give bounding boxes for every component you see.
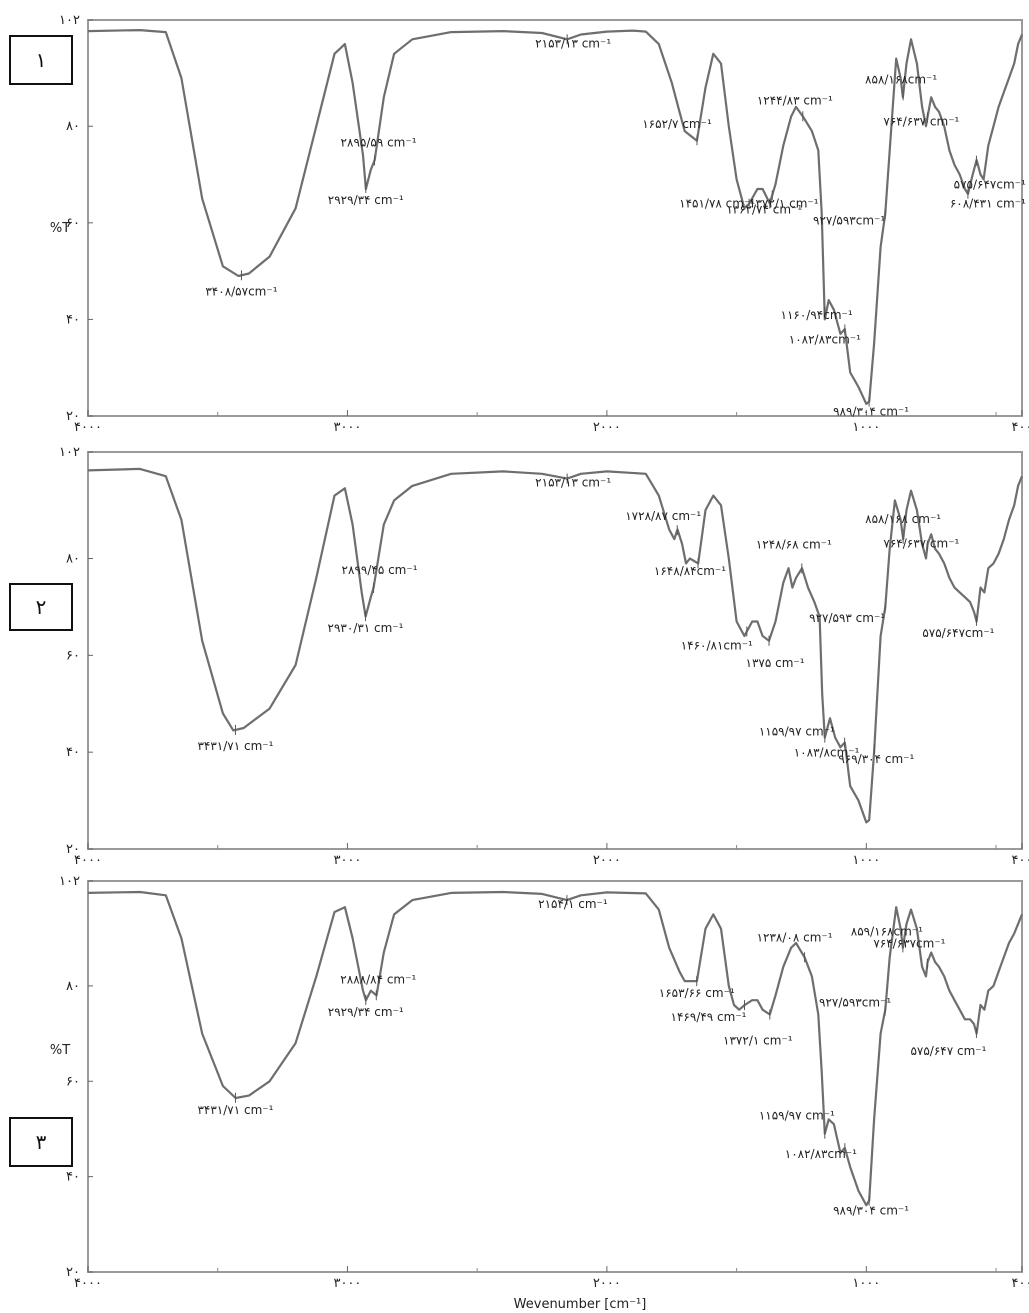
y-tick-label: ۱۰۲: [59, 874, 80, 889]
peak-label: ۹۲۷/۵۹۳ cm⁻¹: [809, 611, 885, 625]
peak-label: ۲۹۲۹/۳۴ cm⁻¹: [328, 193, 404, 207]
panel-number-box: [9, 35, 73, 85]
peak-label: ۲۸۹۵/۵۹ cm⁻¹: [341, 135, 417, 149]
y-tick-label: ۴۰: [66, 312, 80, 327]
peak-label: ۲۱۵۴/۱ cm⁻¹: [538, 897, 608, 911]
panel-number-label: ۳: [36, 1130, 47, 1154]
peak-label: ۱۰۸۳/۸cm⁻¹: [794, 746, 860, 760]
panel-number-box: [9, 583, 73, 631]
x-tick-label: ۱۰۰۰: [852, 1276, 880, 1291]
peak-label: ۹۲۷/۵۹۳cm⁻¹: [819, 996, 891, 1010]
y-tick-label: ۲۰: [66, 842, 80, 857]
plot-frame: [87, 880, 1023, 1273]
x-tick-label: ۳۰۰۰: [333, 1276, 361, 1291]
peak-label: ۱۳۶۲/۷۴ cm⁻¹: [726, 202, 802, 216]
peak-label: ۱۱۵۹/۹۷ cm⁻¹: [759, 725, 835, 739]
peak-label: ۸۵۹/۱۶۸cm⁻¹: [851, 924, 923, 938]
x-tick-label: ۳۰۰۰: [333, 420, 361, 435]
peak-label: ۳۴۳۱/۷۱ cm⁻¹: [197, 1103, 273, 1117]
y-tick-label: ۶۰: [66, 216, 80, 231]
peak-label: ۹۲۷/۵۹۳cm⁻¹: [813, 213, 885, 227]
y-tick-label: ۱۰۲: [59, 445, 80, 460]
panel-1: ۴۰۰۰ ۳۰۰۰ ۲۰۰۰ ۱۰۰۰ ۴۰۰ ۱۰۲ ۸۰ ۶۰ ۴۰ ۲۰ %T ۳۴۰۸/۵۷c…: [9, 13, 1029, 435]
y-tick-label: ۴۰: [66, 1170, 80, 1185]
peak-label: ۱۲۴۸/۶۸ cm⁻¹: [756, 537, 832, 551]
plot-frame: [87, 451, 1023, 850]
spectrum-line: [87, 29, 1024, 405]
peak-label: ۷۶۴/۶۳۷cm⁻¹: [873, 937, 945, 951]
spectrum-line: [87, 890, 1024, 1207]
peak-label: ۱۱۶۰/۹۴cm⁻¹: [781, 308, 853, 322]
peak-label: ۱۰۸۲/۸۳cm⁻¹: [789, 332, 861, 346]
peak-label: ۱۳۷۲/۱ cm⁻¹: [749, 196, 819, 210]
peak-label: ۱۴۵۱/۷۸ cm⁻¹: [679, 197, 755, 211]
y-axis-label: %T: [50, 221, 70, 236]
panel-number-label: ۲: [36, 595, 47, 619]
x-tick-label: ۴۰۰۰: [74, 420, 102, 435]
y-tick-label: ۶۰: [66, 1074, 80, 1089]
panel-3: ۴۰۰۰ ۳۰۰۰ ۲۰۰۰ ۱۰۰۰ ۴۰۰ ۱۰۲ ۸۰ ۶۰ ۴۰ ۲۰ %T ۳۴۳۱/۷۱ …: [9, 874, 1029, 1291]
peak-label: ۸۵۸/۱۶۸cm⁻¹: [865, 72, 937, 86]
panel-number-label: ۱: [36, 48, 47, 72]
x-axis-title: Wevenumber [cm⁻¹]: [514, 1297, 647, 1312]
peak-label: ۱۳۷۵ cm⁻¹: [746, 656, 805, 670]
peak-label: ۱۲۳۸/۰۸ cm⁻¹: [757, 930, 833, 944]
y-tick-label: ۲۰: [66, 409, 80, 424]
peak-label: ۱۱۵۹/۹۷ cm⁻¹: [759, 1109, 835, 1123]
peak-label: ۱۳۷۲/۱ cm⁻¹: [723, 1033, 793, 1047]
panel-number-box: [9, 1117, 73, 1167]
y-tick-label: ۱۰۲: [59, 13, 80, 28]
peak-label: ۱۷۲۸/۸۷ cm⁻¹: [625, 509, 701, 523]
y-tick-label: ۸۰: [66, 552, 80, 567]
peak-label: ۱۴۶۹/۴۹ cm⁻¹: [671, 1010, 747, 1024]
peak-label: ۸۵۸/۱۶۸ cm⁻¹: [865, 512, 941, 526]
x-tick-label: ۴۰۰: [1012, 420, 1029, 435]
peak-label: ۹۸۹/۳۰۴ cm⁻¹: [833, 1204, 909, 1218]
peak-label: ۷۶۴/۶۳۷ cm⁻¹: [883, 537, 959, 551]
peak-label: ۷۶۴/۶۳۷ cm⁻¹: [883, 115, 959, 129]
y-tick-label: ۸۰: [66, 979, 80, 994]
peak-label: ۲۱۵۳/۱۳ cm⁻¹: [535, 36, 611, 50]
peak-label: ۱۶۵۳/۶۶ cm⁻¹: [659, 986, 735, 1000]
peak-label: ۵۷۵/۶۴۷cm⁻¹: [954, 178, 1026, 192]
x-tick-label: ۳۰۰۰: [333, 853, 361, 868]
x-tick-label: ۱۰۰۰: [852, 420, 880, 435]
peak-label: ۵۷۵/۶۴۷cm⁻¹: [922, 626, 994, 640]
peak-label: ۲۸۹۹/۴۵ cm⁻¹: [342, 563, 418, 577]
y-tick-label: ۴۰: [66, 745, 80, 760]
peak-label: ۲۱۵۳/۱۳ cm⁻¹: [535, 476, 611, 490]
peak-label: ۲۸۸۸/۸۴ cm⁻¹: [340, 972, 416, 986]
panels-layer: ۴۰۰۰ ۳۰۰۰ ۲۰۰۰ ۱۰۰۰ ۴۰۰ ۱۰۲ ۸۰ ۶۰ ۴۰ ۲۰ %T ۳۴۰۸/۵۷c…: [9, 13, 1029, 1291]
peak-label: ۳۴۳۱/۷۱ cm⁻¹: [197, 739, 273, 753]
peak-label: ۱۲۴۴/۸۳ cm⁻¹: [757, 93, 833, 107]
peak-label: ۲۹۲۹/۳۴ cm⁻¹: [328, 1005, 404, 1019]
x-tick-label: ۴۰۰۰: [74, 853, 102, 868]
peak-label: ۱۰۸۲/۸۳cm⁻¹: [785, 1147, 857, 1161]
plot-frame: [87, 19, 1023, 417]
x-tick-label: ۲۰۰۰: [593, 1276, 621, 1291]
x-tick-label: ۴۰۰: [1012, 1276, 1029, 1291]
peak-label: ۲۹۳۰/۳۱ cm⁻¹: [328, 621, 404, 635]
panel-2: ۴۰۰۰ ۳۰۰۰ ۲۰۰۰ ۱۰۰۰ ۴۰۰ ۱۰۲ ۸۰ ۶۰ ۴۰ ۲۰ ۳۴۳۱/۷۱ cm…: [9, 445, 1029, 868]
x-tick-label: ۴۰۰: [1012, 853, 1029, 868]
peak-label: ۱۶۵۲/۷ cm⁻¹: [642, 117, 712, 131]
x-tick-label: ۱۰۰۰: [852, 853, 880, 868]
peak-label: ۶۰۸/۴۳۱ cm⁻¹: [950, 197, 1026, 211]
y-axis-label: %T: [50, 1043, 70, 1058]
peak-label: ۹۸۹/۳۰۴ cm⁻¹: [833, 405, 909, 419]
x-tick-label: ۴۰۰۰: [74, 1276, 102, 1291]
y-tick-label: ۸۰: [66, 119, 80, 134]
peak-label: ۵۷۵/۶۴۷ cm⁻¹: [910, 1044, 986, 1058]
peak-label: ۱۴۶۰/۸۱cm⁻¹: [681, 639, 753, 653]
y-tick-label: ۲۰: [66, 1265, 80, 1280]
x-tick-label: ۲۰۰۰: [593, 853, 621, 868]
x-tick-label: ۲۰۰۰: [593, 420, 621, 435]
peak-label: ۱۶۴۸/۸۴cm⁻¹: [654, 564, 726, 578]
y-tick-label: ۶۰: [66, 648, 80, 663]
spectrum-line: [87, 467, 1024, 824]
peak-label: ۹۶۹/۳۰۴ cm⁻¹: [838, 752, 914, 766]
peak-label: ۳۴۰۸/۵۷cm⁻¹: [205, 284, 277, 298]
